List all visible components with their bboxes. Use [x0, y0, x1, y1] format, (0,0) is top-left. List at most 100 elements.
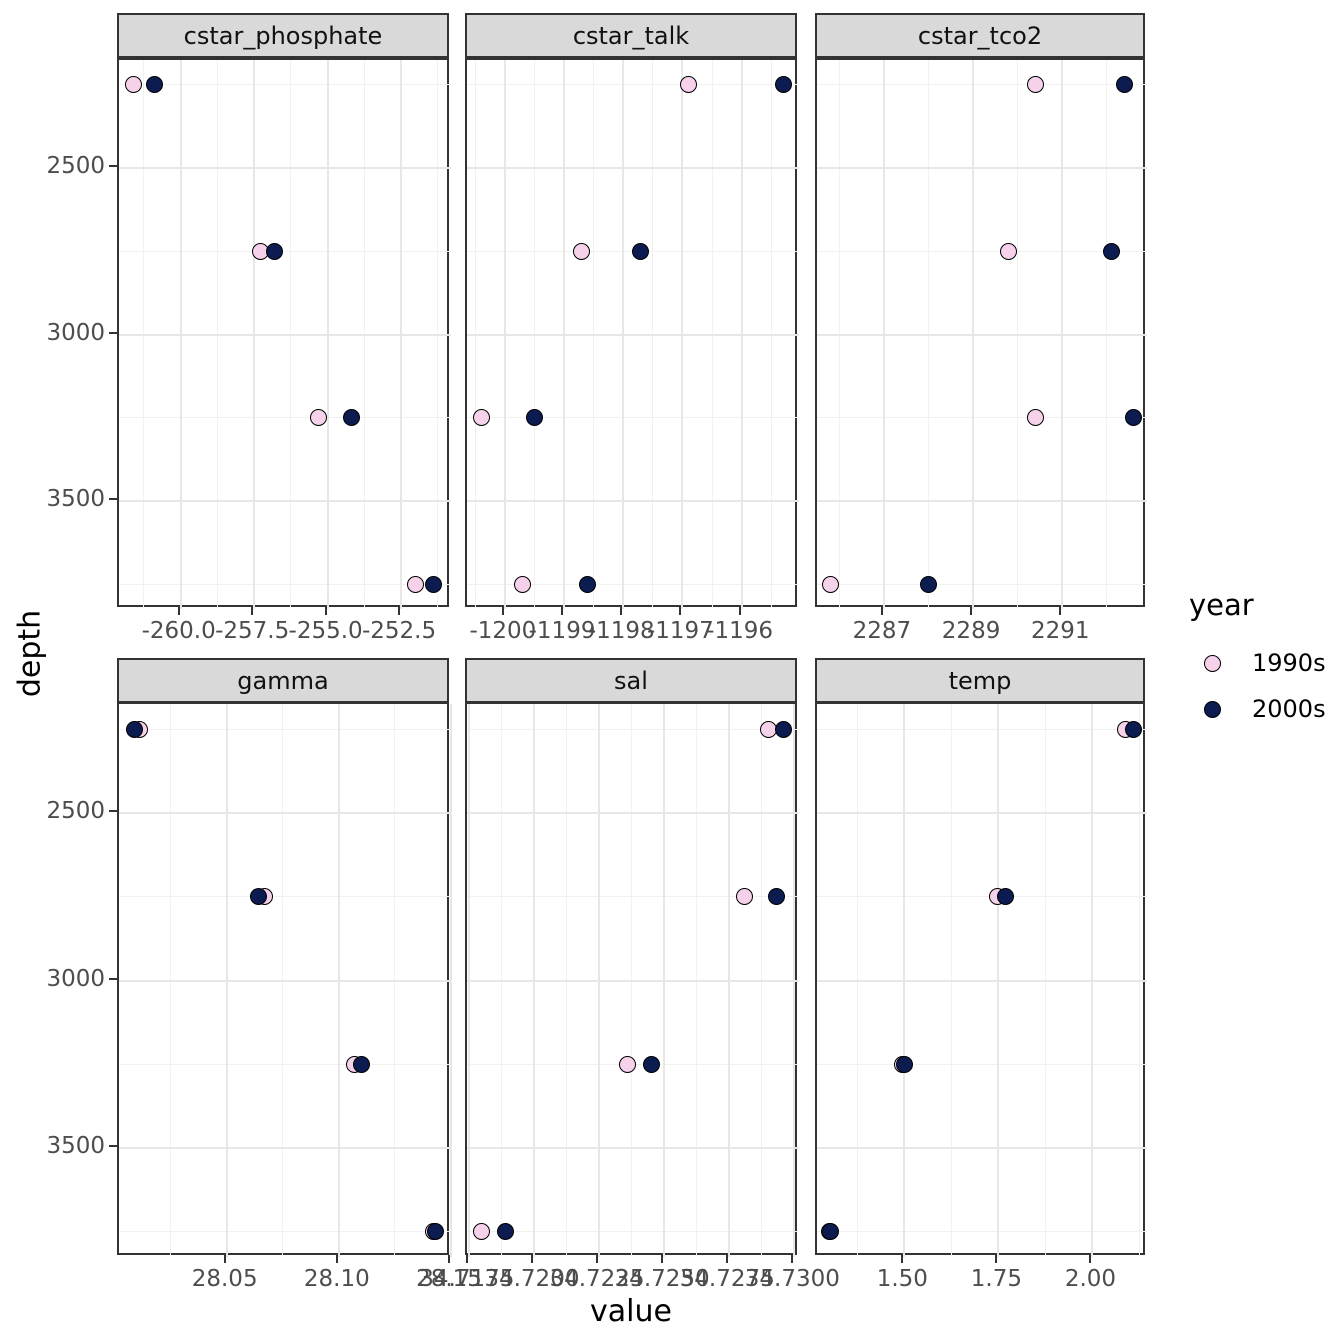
data-point-temp-2000s — [1124, 720, 1142, 738]
data-point-cstar_phosphate-2000s — [342, 409, 360, 427]
legend-item-1990s: 1990s — [1185, 640, 1326, 686]
x-tick-label: 1.50 — [876, 1266, 928, 1292]
facet-strip-cstar_talk: cstar_talk — [465, 13, 797, 58]
gridline-minor-horizontal — [467, 583, 799, 585]
facet-strip-title: temp — [948, 666, 1012, 695]
gridline-major-horizontal — [119, 979, 451, 982]
facet-panel-sal — [465, 702, 799, 1257]
legend-title: year — [1189, 588, 1254, 622]
x-tick-mark — [620, 607, 623, 615]
data-point-cstar_talk-1990s — [514, 575, 532, 593]
facet-strip-title: cstar_talk — [572, 21, 690, 50]
gridline-minor-horizontal — [119, 728, 451, 730]
gridline-minor-horizontal — [817, 250, 1147, 252]
x-tick-mark — [738, 607, 741, 615]
gridline-minor-horizontal — [817, 1063, 1147, 1065]
x-tick-label: 2289 — [941, 618, 1001, 644]
gridline-major-horizontal — [119, 333, 451, 336]
data-point-temp-2000s — [895, 1055, 913, 1073]
gridline-major-horizontal — [119, 167, 451, 170]
x-tick-label: 28.05 — [191, 1266, 258, 1292]
x-tick-mark — [880, 607, 883, 615]
gridline-major-horizontal — [119, 1147, 451, 1150]
x-tick-mark — [1089, 1255, 1092, 1263]
gridline-minor-horizontal — [817, 583, 1147, 585]
gridline-minor-horizontal — [119, 583, 451, 585]
x-tick-label: 34.7200 — [484, 1266, 580, 1292]
data-point-cstar_phosphate-1990s — [310, 409, 328, 427]
x-tick-label: 2291 — [1030, 618, 1090, 644]
data-point-cstar_phosphate-1990s — [125, 76, 143, 94]
y-tick-mark — [109, 977, 117, 980]
data-point-gamma-2000s — [126, 720, 144, 738]
facet-strip-sal: sal — [465, 658, 797, 703]
data-point-cstar_tco2-1990s — [1000, 242, 1018, 260]
y-tick-mark — [109, 165, 117, 168]
gridline-major-horizontal — [817, 499, 1147, 502]
data-point-sal-2000s — [775, 720, 793, 738]
data-point-cstar_talk-2000s — [525, 409, 543, 427]
x-tick-label: 34.7175 — [419, 1266, 515, 1292]
x-tick-mark — [726, 1255, 729, 1263]
x-tick-label: -252.5 — [361, 618, 437, 644]
x-tick-mark — [901, 1255, 904, 1263]
x-tick-mark — [970, 607, 973, 615]
gridline-major-horizontal — [817, 333, 1147, 336]
y-tick-mark — [109, 497, 117, 500]
data-point-cstar_talk-2000s — [774, 76, 792, 94]
gridline-minor-horizontal — [467, 728, 799, 730]
facet-strip-gamma: gamma — [117, 658, 449, 703]
x-tick-label: 34.7225 — [549, 1266, 645, 1292]
data-point-sal-2000s — [642, 1055, 660, 1073]
facet-panel-gamma — [117, 702, 452, 1257]
data-point-cstar_phosphate-2000s — [145, 76, 163, 94]
data-point-gamma-2000s — [249, 888, 267, 906]
data-point-cstar_phosphate-1990s — [407, 575, 425, 593]
data-point-cstar_talk-1990s — [472, 409, 490, 427]
facet-strip-title: cstar_tco2 — [917, 21, 1043, 50]
gridline-minor-horizontal — [119, 417, 451, 419]
facet-panel-temp — [815, 702, 1147, 1257]
data-point-sal-2000s — [496, 1223, 514, 1241]
x-tick-label: -1198 — [587, 618, 655, 644]
x-tick-label: -1200 — [469, 618, 537, 644]
y-tick-label: 3500 — [46, 1133, 105, 1160]
x-tick-label: 2287 — [852, 618, 912, 644]
facet-panel-cstar_phosphate — [117, 58, 451, 609]
legend-label-1990s: 1990s — [1252, 649, 1326, 677]
y-tick-label: 3000 — [46, 965, 105, 992]
legend-item-2000s: 2000s — [1185, 686, 1326, 732]
x-tick-label: -260.0 — [141, 618, 216, 644]
y-tick-label: 2500 — [46, 797, 105, 824]
x-tick-mark — [1059, 607, 1062, 615]
x-tick-label: 1.75 — [970, 1266, 1022, 1292]
data-point-cstar_talk-2000s — [632, 242, 650, 260]
x-tick-mark — [501, 607, 504, 615]
gridline-minor-horizontal — [119, 896, 451, 898]
data-point-sal-1990s — [759, 720, 777, 738]
data-point-cstar_tco2-1990s — [821, 575, 839, 593]
data-point-temp-2000s — [822, 1223, 840, 1241]
facet-strip-cstar_tco2: cstar_tco2 — [815, 13, 1145, 58]
data-point-cstar_talk-2000s — [579, 575, 597, 593]
x-tick-label: -1197 — [646, 618, 714, 644]
x-axis-title: value — [590, 1294, 672, 1329]
gridline-minor-horizontal — [817, 1231, 1147, 1233]
x-tick-mark — [223, 1255, 226, 1263]
data-point-cstar_phosphate-2000s — [266, 242, 284, 260]
facet-strip-title: gamma — [237, 666, 329, 695]
legend-key-circle-1990s — [1204, 654, 1221, 672]
gridline-major-horizontal — [467, 979, 799, 982]
gridline-minor-horizontal — [817, 417, 1147, 419]
gridline-major-horizontal — [119, 499, 451, 502]
legend-key-circle-2000s — [1204, 700, 1221, 718]
gridline-major-vertical — [450, 704, 452, 1257]
x-tick-mark — [530, 1255, 533, 1263]
x-tick-label: -255.0 — [288, 618, 363, 644]
gridline-minor-horizontal — [119, 250, 451, 252]
x-tick-mark — [995, 1255, 998, 1263]
y-tick-label: 3000 — [46, 319, 105, 346]
facet-panel-cstar_tco2 — [815, 58, 1147, 609]
x-tick-mark — [791, 1255, 794, 1263]
